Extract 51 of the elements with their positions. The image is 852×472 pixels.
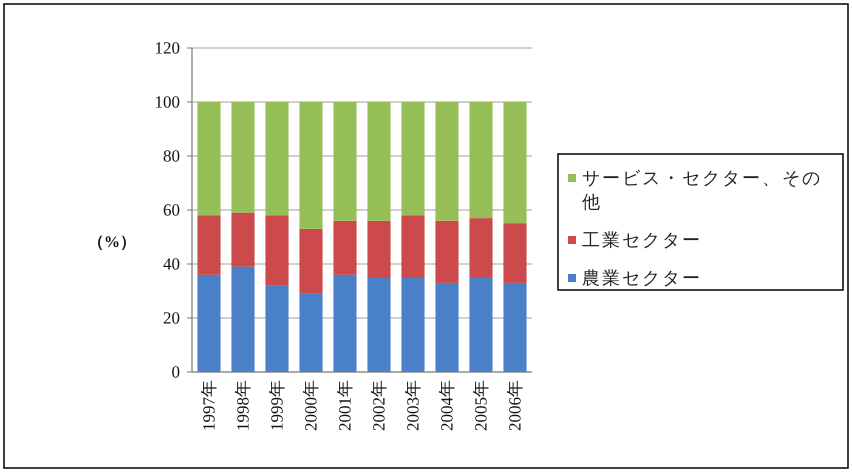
x-tick-label: 1997年 (200, 380, 218, 431)
bar (299, 102, 323, 229)
bar (435, 220, 459, 283)
x-tick-label: 2000年 (302, 380, 320, 431)
y-axis-title: （%） (88, 234, 136, 251)
y-tick-label: 80 (163, 146, 180, 166)
bar (197, 215, 221, 275)
y-tick-label: 20 (163, 308, 180, 328)
bar (503, 102, 527, 224)
legend-label: 工業セクター (582, 230, 702, 250)
bar (333, 274, 357, 372)
legend-label: 農業セクター (582, 268, 702, 288)
x-tick-label: 2004年 (438, 380, 456, 431)
bar (333, 220, 357, 275)
y-tick-label: 40 (163, 254, 180, 274)
bar (435, 282, 459, 372)
y-tick-label: 0 (172, 362, 180, 382)
y-tick-label: 120 (154, 38, 180, 58)
bar (401, 215, 425, 278)
bar (231, 266, 255, 372)
bar (367, 102, 391, 221)
bar (469, 102, 493, 218)
bar (469, 218, 493, 278)
bar (197, 274, 221, 372)
bar (435, 102, 459, 221)
bar (367, 278, 391, 372)
bar (333, 102, 357, 221)
bar (265, 102, 289, 216)
x-tick-label: 1999年 (268, 380, 286, 431)
bar (265, 286, 289, 372)
y-tick-label: 60 (163, 200, 180, 220)
y-tick-label: 100 (154, 92, 180, 112)
bar (503, 224, 527, 283)
x-tick-label: 2006年 (506, 380, 524, 431)
bar (231, 102, 255, 213)
legend-label: サービス・セクター、その他 (582, 168, 822, 212)
bar (401, 278, 425, 372)
x-tick-label: 2003年 (404, 380, 422, 431)
bar (401, 102, 425, 216)
x-tick-label: 2005年 (472, 380, 490, 431)
bar (231, 212, 255, 267)
bar (367, 220, 391, 278)
bar (299, 294, 323, 372)
bar (265, 215, 289, 286)
bar (503, 282, 527, 372)
bar (469, 278, 493, 372)
x-tick-label: 2002年 (370, 380, 388, 431)
bar (197, 102, 221, 216)
x-tick-label: 2001年 (336, 380, 354, 431)
bar (299, 228, 323, 294)
x-tick-label: 1998年 (234, 380, 252, 431)
